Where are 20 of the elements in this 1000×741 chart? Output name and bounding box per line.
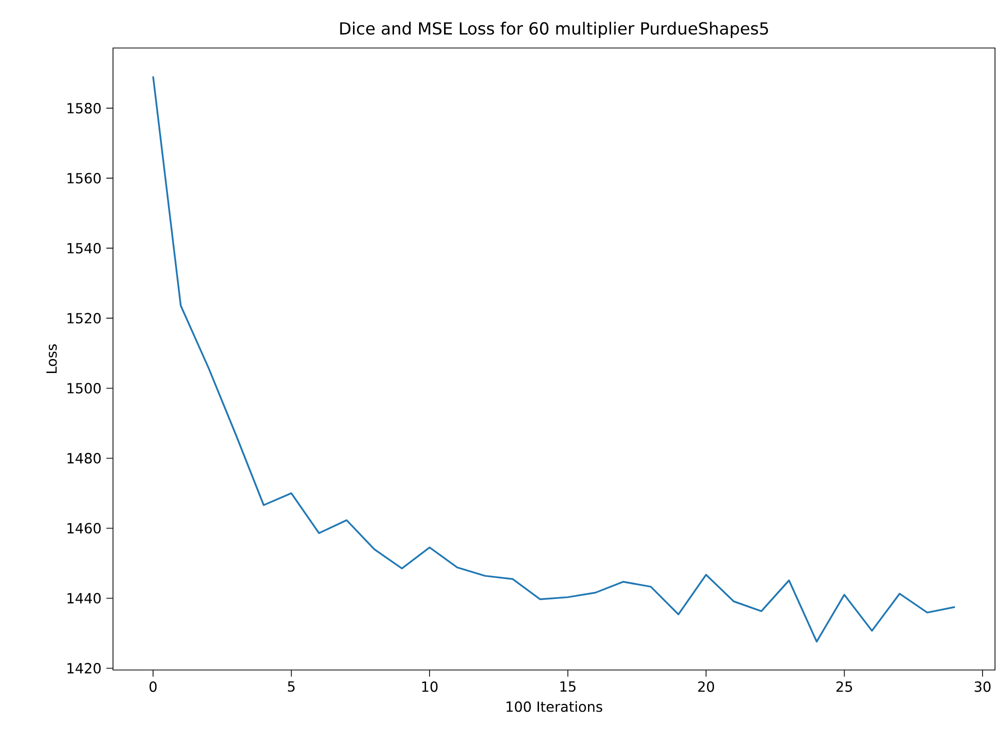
x-tick-label: 20 <box>698 681 714 692</box>
y-tick-label: 1540 <box>68 242 101 254</box>
y-tick-label: 1420 <box>68 662 101 674</box>
x-axis-title: 100 Iterations <box>506 701 602 712</box>
y-axis-title: Loss <box>46 344 57 373</box>
chart-title: Dice and MSE Loss for 60 multiplier PurdueShapes5 <box>340 22 768 38</box>
y-tick-label: 1500 <box>68 382 101 394</box>
y-tick-label: 1520 <box>68 312 101 324</box>
y-tick-label: 1440 <box>68 592 101 604</box>
x-tick-label: 25 <box>836 681 852 692</box>
line-series <box>152 75 956 643</box>
y-tick-label: 1580 <box>68 102 101 114</box>
y-tick-label: 1560 <box>68 172 101 184</box>
y-tick-label: 1460 <box>68 522 101 534</box>
x-tick-label: 15 <box>560 681 576 692</box>
y-tick-label: 1480 <box>68 452 101 464</box>
x-tick-label: 5 <box>288 681 295 692</box>
x-tick-label: 10 <box>422 681 438 692</box>
x-tick-label: 30 <box>974 681 991 692</box>
x-tick-label: 0 <box>150 681 157 692</box>
